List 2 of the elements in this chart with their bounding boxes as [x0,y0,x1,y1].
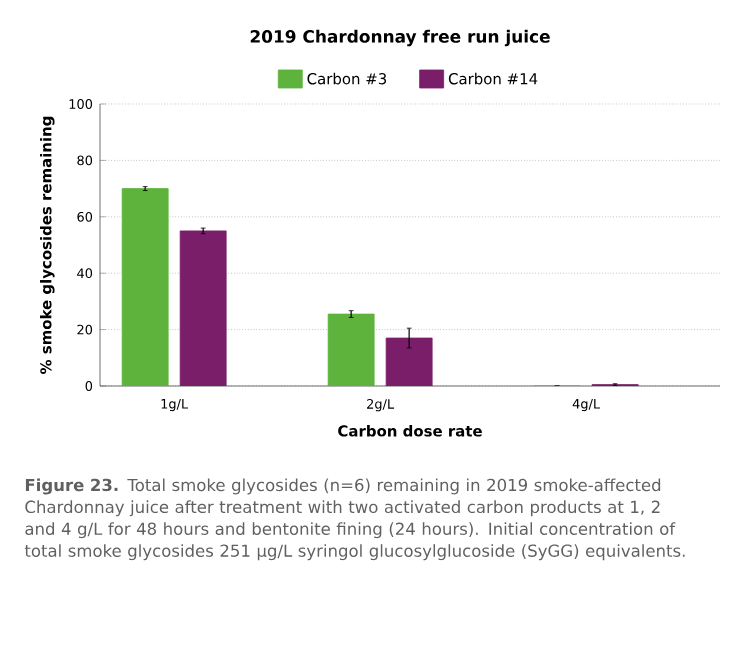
chart-title: 2019 Chardonnay free run juice [250,29,550,47]
text: Figure 23. Total smoke glycosides (n=6) remaining in 2019 smoke-affected Chardonnay juice after treatment with two activated carbon products at 1, 2 and 4 g/L for 48 hours and bentonite fining (24 hours). Initial concentration of total smoke glycosides 251 µg/L syringol glucosylglucoside (SyGG) equivalents. [24,478,685,561]
